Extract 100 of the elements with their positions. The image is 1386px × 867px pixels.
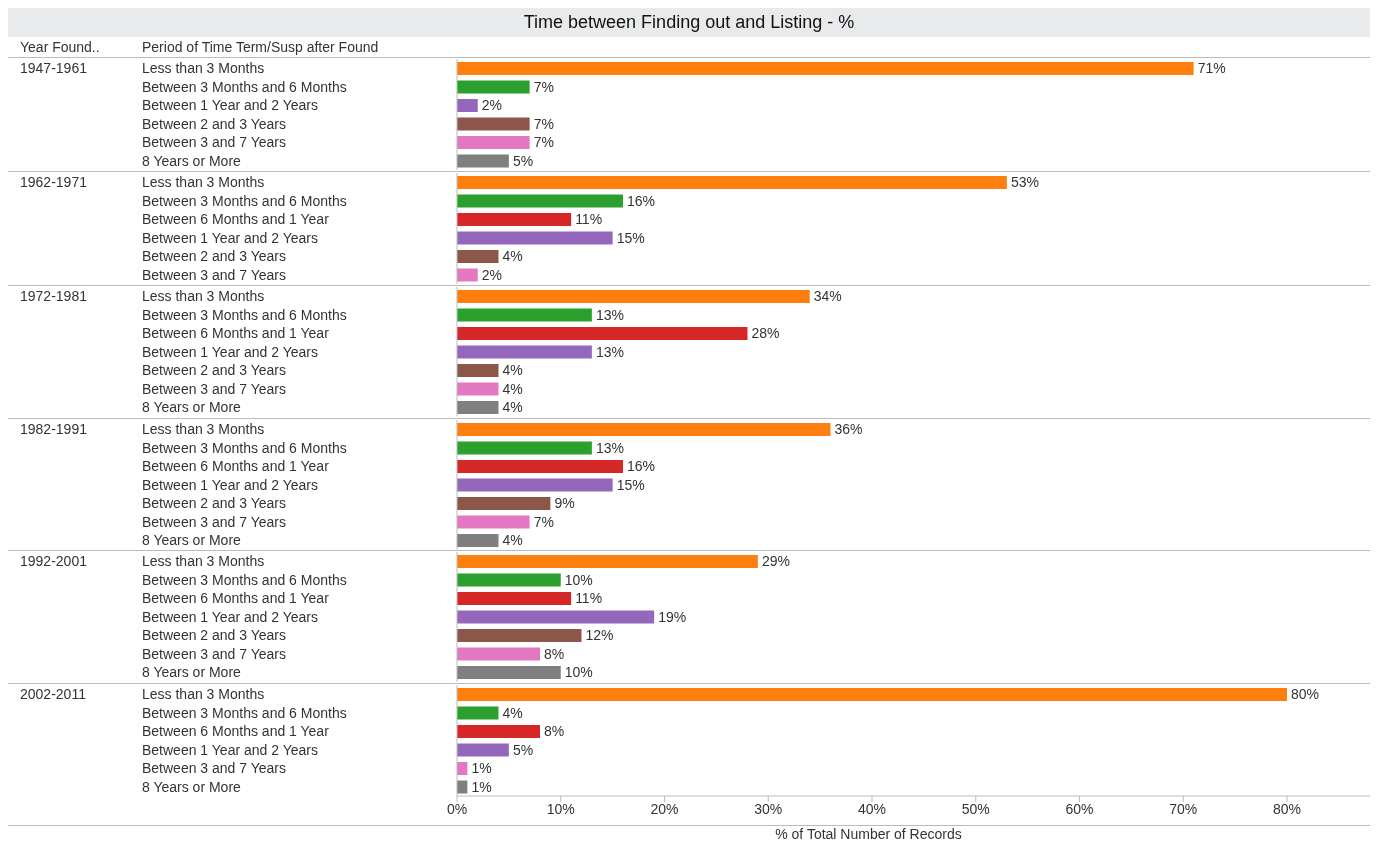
y-tick-label: Between 1 Year and 2 Years	[142, 97, 318, 114]
chart-title: Time between Finding out and Listing - %	[8, 8, 1370, 37]
data-label: 16%	[627, 192, 656, 209]
data-label: 4%	[502, 704, 523, 721]
data-label: 16%	[627, 457, 656, 474]
bar	[457, 213, 572, 226]
x-axis-title: % of Total Number of Records	[774, 825, 963, 842]
bar	[457, 555, 758, 568]
y-tick-label: Between 1 Year and 2 Years	[142, 476, 318, 493]
data-label: 15%	[616, 229, 645, 246]
data-label: 34%	[813, 288, 842, 305]
bar	[457, 136, 530, 149]
x-tick-label: 20%	[650, 800, 679, 817]
y-tick-label: Between 3 Months and 6 Months	[142, 192, 347, 209]
y-tick-label: Between 3 and 7 Years	[142, 513, 287, 530]
bar	[457, 533, 499, 547]
bar	[457, 441, 592, 454]
bar	[457, 117, 530, 131]
y-tick-label: Between 2 and 3 Years	[142, 494, 287, 511]
x-tick-label: 0%	[446, 800, 468, 817]
y-tick-label: Less than 3 Months	[142, 553, 265, 570]
bar	[457, 459, 623, 473]
bar	[457, 401, 499, 414]
bar	[457, 629, 582, 642]
y-tick-label: Between 3 and 7 Years	[142, 759, 287, 776]
y-tick-label: Between 6 Months and 1 Year	[142, 211, 330, 228]
bar	[457, 422, 831, 436]
y-tick-label: Less than 3 Months	[142, 288, 265, 305]
data-label: 7%	[533, 78, 554, 95]
bar	[457, 99, 478, 112]
y-tick-label: Between 6 Months and 1 Year	[142, 325, 330, 342]
y-tick-label: Between 2 and 3 Years	[142, 362, 287, 379]
y-tick-label: Less than 3 Months	[142, 685, 265, 702]
data-label: 10%	[564, 664, 593, 681]
bar	[457, 345, 592, 359]
y-tick-label: Between 3 Months and 6 Months	[142, 571, 347, 588]
data-label: 8%	[544, 645, 565, 662]
data-label: 11%	[575, 590, 603, 607]
y-tick-label: Between 3 and 7 Years	[142, 645, 287, 662]
y-axis-title: 1962-1971	[19, 173, 88, 192]
y-tick-label: 8 Years or More	[142, 399, 242, 416]
y-tick-label: Between 6 Months and 1 Year	[142, 722, 330, 739]
x-tick-label: 50%	[961, 800, 990, 817]
y-tick-label: Between 3 Months and 6 Months	[142, 704, 347, 721]
data-label: 2%	[481, 97, 502, 114]
bar	[457, 290, 810, 303]
data-label: 5%	[512, 741, 534, 758]
bar	[457, 666, 561, 679]
y-tick-label: Between 3 Months and 6 Months	[142, 439, 347, 456]
data-label: 1%	[471, 759, 492, 776]
bar	[457, 496, 551, 510]
y-axis-title: 1992-2001	[19, 552, 88, 571]
bar	[457, 478, 613, 491]
data-label: 4%	[502, 399, 523, 416]
text: Period of Time Term/Susp after Found	[141, 39, 379, 55]
data-label: 9%	[554, 494, 575, 511]
data-label: 10%	[564, 571, 593, 588]
bar	[457, 194, 623, 208]
data-label: 4%	[502, 248, 523, 265]
x-tick-label: 40%	[857, 800, 887, 817]
data-label: 19%	[658, 608, 687, 625]
bar	[457, 176, 1007, 189]
bar	[457, 154, 509, 168]
data-label: 13%	[595, 306, 624, 323]
bar	[457, 647, 540, 661]
bar	[457, 327, 748, 340]
y-tick-label: Between 1 Year and 2 Years	[142, 343, 318, 360]
bar	[457, 231, 613, 245]
bar	[457, 573, 561, 587]
bar	[457, 268, 478, 282]
data-label: 7%	[533, 115, 554, 132]
x-tick-label: 30%	[754, 800, 783, 817]
bar	[457, 592, 572, 605]
data-label: 8%	[544, 722, 565, 739]
y-tick-label: Between 2 and 3 Years	[142, 627, 287, 644]
bar	[457, 706, 499, 719]
bar	[457, 382, 499, 396]
y-tick-label: Between 3 and 7 Years	[142, 380, 287, 397]
x-tick-label: 60%	[1065, 800, 1094, 817]
bar	[457, 515, 530, 528]
y-axis-title: 1982-1991	[19, 419, 88, 439]
bar	[457, 80, 530, 94]
y-tick-label: Less than 3 Months	[142, 420, 265, 437]
y-tick-label: 8 Years or More	[142, 152, 242, 169]
bar	[457, 62, 1194, 75]
y-tick-label: Less than 3 Months	[142, 174, 265, 191]
y-axis-title: 2002-2011	[19, 684, 87, 704]
y-axis-title: 1947-1961	[19, 59, 88, 78]
y-tick-label: 8 Years or More	[142, 531, 242, 548]
y-tick-label: Between 1 Year and 2 Years	[142, 741, 318, 758]
x-tick-label: 80%	[1272, 800, 1302, 817]
bar	[457, 724, 540, 738]
data-label: 80%	[1291, 685, 1320, 702]
y-tick-label: Between 3 Months and 6 Months	[142, 78, 347, 95]
data-label: 4%	[502, 380, 523, 397]
y-tick-label: Between 2 and 3 Years	[142, 248, 287, 265]
data-label: 2%	[481, 266, 502, 283]
y-tick-label: 8 Years or More	[142, 664, 242, 681]
y-tick-label: Between 3 and 7 Years	[142, 266, 287, 283]
data-label: 53%	[1010, 174, 1039, 191]
